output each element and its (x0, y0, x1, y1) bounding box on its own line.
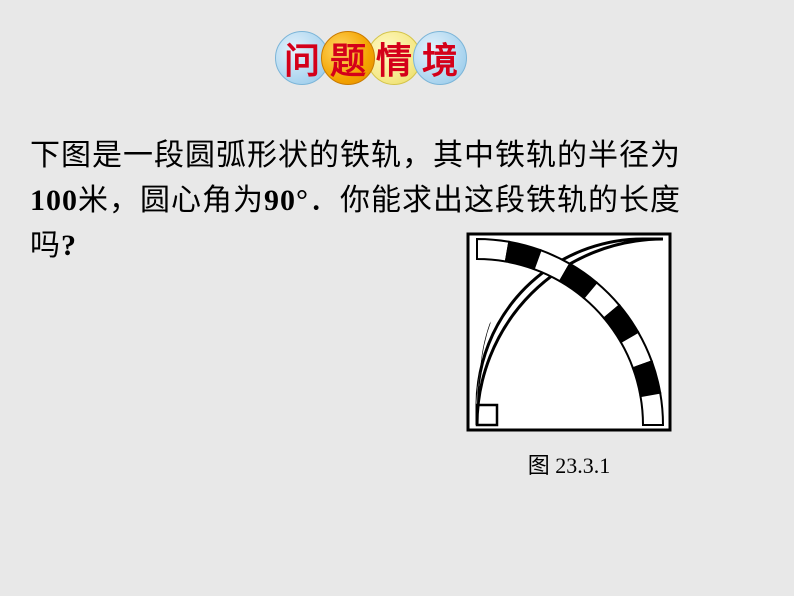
figure-label: 图 23.3.1 (464, 448, 674, 480)
text-angle: 90° (264, 184, 309, 217)
text-radius: 100 (30, 184, 78, 217)
text-line1: 下图是一段圆弧形状的铁轨，其中铁轨的半径为 (30, 139, 681, 172)
header-title: 问 题 情 境 (0, 0, 794, 88)
rail-segment (640, 393, 663, 425)
title-circles: 问 题 情 境 (267, 28, 527, 88)
text-qmark: ? (61, 229, 77, 262)
text-line2b: ．你能求出这段铁轨的长度 (309, 184, 681, 217)
arc-diagram (464, 230, 674, 435)
text-line3a: 吗 (30, 229, 61, 262)
circle-char-4: 境 (413, 31, 467, 85)
rail-segment (477, 239, 509, 262)
figure-container: 图 23.3.1 (464, 230, 674, 480)
circle-char-2: 题 (321, 31, 375, 85)
problem-text: 下图是一段圆弧形状的铁轨，其中铁轨的半径为 100米，圆心角为90°．你能求出这… (0, 88, 794, 268)
text-unit1: 米，圆心角为 (78, 184, 264, 217)
